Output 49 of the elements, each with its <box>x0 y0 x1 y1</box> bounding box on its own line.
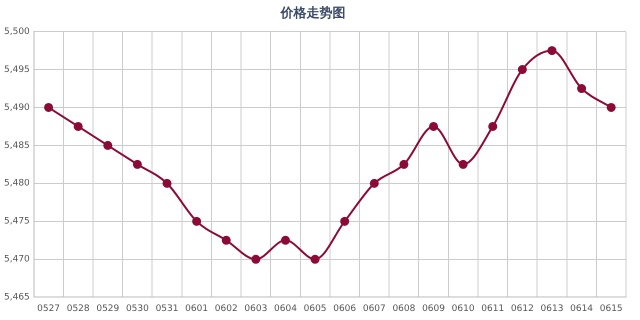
point <box>251 254 260 264</box>
y-tick-label: 5,490 <box>4 102 30 113</box>
x-tick-label: 0610 <box>452 304 475 314</box>
x-tick-label: 0527 <box>37 304 60 314</box>
point <box>44 102 54 112</box>
x-tick-label: 0613 <box>540 304 564 314</box>
y-tick-label: 5,500 <box>4 26 30 37</box>
x-tick-label: 0602 <box>214 304 238 314</box>
x-tick-label: 0611 <box>481 304 504 314</box>
x-tick-label: 0601 <box>185 304 208 314</box>
x-tick-label: 0609 <box>422 304 446 314</box>
x-tick-label: 0604 <box>274 304 298 314</box>
point <box>488 122 498 131</box>
point <box>518 65 527 74</box>
x-tick-label: 0528 <box>66 304 90 314</box>
point <box>132 160 142 169</box>
x-tick-label: 0605 <box>304 304 327 314</box>
point <box>192 216 202 226</box>
point <box>280 236 290 245</box>
x-tick-label: 0603 <box>244 304 268 314</box>
point <box>606 102 616 112</box>
y-tick-label: 5,470 <box>4 254 30 265</box>
y-tick-label: 5,480 <box>4 178 30 189</box>
y-tick-label: 5,495 <box>4 64 30 75</box>
point <box>340 216 350 226</box>
point <box>74 122 83 131</box>
point <box>310 254 320 264</box>
x-tick-label: 0530 <box>126 304 150 314</box>
point <box>103 140 112 150</box>
point <box>429 122 438 131</box>
point <box>547 46 556 56</box>
y-tick-label: 5,475 <box>4 216 30 227</box>
point <box>577 84 586 94</box>
point <box>399 160 408 169</box>
chart-title: 价格走势图 <box>280 5 346 22</box>
x-tick-label: 0615 <box>600 304 623 314</box>
x-tick-label: 0612 <box>510 304 534 314</box>
point <box>162 178 172 188</box>
point <box>222 236 231 245</box>
y-tick-label: 5,465 <box>4 292 30 303</box>
x-tick-label: 0607 <box>362 304 386 314</box>
y-tick-label: 5,485 <box>4 140 30 151</box>
x-tick-label: 0606 <box>333 304 356 314</box>
point <box>370 178 379 188</box>
x-tick-label: 0529 <box>96 304 120 314</box>
x-tick-label: 0614 <box>570 304 594 314</box>
x-tick-label: 0608 <box>392 304 416 314</box>
x-tick-label: 0531 <box>156 304 178 314</box>
point <box>458 160 468 169</box>
